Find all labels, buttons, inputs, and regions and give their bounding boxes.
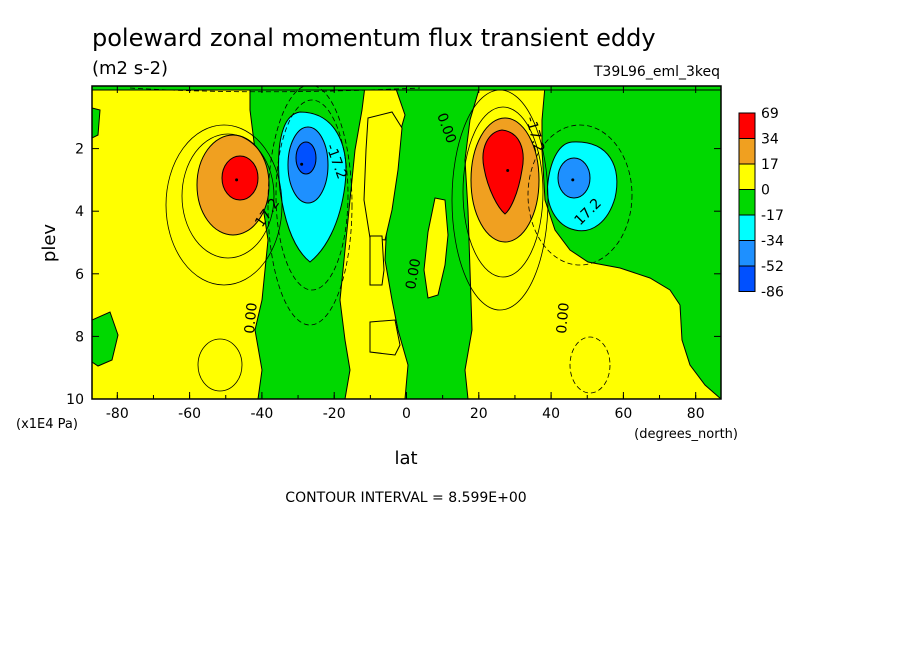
chart-title: poleward zonal momentum flux transient e… — [92, 24, 656, 52]
colorbar-swatch — [738, 163, 756, 190]
negative-region — [92, 311, 119, 367]
positive-island — [423, 197, 449, 299]
y-tick-label: 6 — [75, 267, 84, 283]
colorbar-swatch — [738, 112, 756, 139]
x-tick-label: 80 — [687, 406, 705, 422]
colorbar-label: 0 — [761, 183, 770, 199]
y-axis-label: plev — [39, 224, 60, 263]
y-axis-units: (x1E4 Pa) — [16, 417, 78, 432]
colorbar-swatch — [738, 214, 756, 241]
colorbar: 69 34 17 0 -17 -34 -52 -86 — [738, 106, 784, 301]
contour-label: 0.00 — [403, 257, 424, 290]
x-tick-label: 0 — [402, 406, 411, 422]
x-tick-label: 20 — [470, 406, 488, 422]
x-axis-ticks: -80 -60 -40 -20 0 20 40 60 80 — [106, 86, 705, 422]
positive-island — [363, 111, 403, 241]
x-tick-label: -80 — [106, 406, 129, 422]
maximum-marker — [506, 169, 510, 173]
contour-field — [92, 86, 721, 399]
minimum-marker — [571, 178, 575, 182]
x-tick-label: 40 — [542, 406, 560, 422]
x-axis-label: lat — [394, 448, 417, 469]
negative-contour-lines — [129, 86, 633, 394]
contour-label: 0.00 — [242, 302, 261, 334]
negative-region — [92, 107, 101, 139]
x-tick-label: -60 — [178, 406, 201, 422]
positive-island — [369, 235, 385, 286]
colorbar-swatch — [738, 240, 756, 267]
colorbar-label: -34 — [761, 234, 784, 250]
colorbar-label: -86 — [761, 285, 784, 301]
colorbar-swatch — [738, 138, 756, 165]
dataset-label: T39L96_eml_3keq — [593, 64, 720, 80]
maximum-marker — [235, 178, 239, 182]
colorbar-label: 69 — [761, 106, 779, 122]
colorbar-label: -52 — [761, 259, 784, 275]
negative-core — [557, 157, 591, 199]
y-axis-ticks: 2 4 6 8 10 — [66, 142, 721, 408]
colorbar-swatch — [738, 189, 756, 216]
positive-core — [221, 155, 259, 201]
positive-island — [369, 319, 401, 356]
colorbar-label: 34 — [761, 132, 779, 148]
x-axis-units: (degrees_north) — [634, 427, 738, 442]
y-tick-label: 2 — [75, 142, 84, 158]
minimum-marker — [300, 162, 304, 166]
x-tick-label: -20 — [323, 406, 346, 422]
contour-label: 0.00 — [554, 302, 573, 334]
y-tick-label: 4 — [75, 204, 84, 220]
y-tick-label: 10 — [66, 392, 84, 408]
negative-core — [295, 141, 317, 175]
y-tick-label: 8 — [75, 329, 84, 345]
colorbar-label: -17 — [761, 208, 784, 224]
colorbar-label: 17 — [761, 157, 779, 173]
colorbar-swatch — [738, 265, 756, 292]
contour-lines — [165, 89, 549, 392]
positive-core — [482, 129, 524, 215]
units-label: (m2 s-2) — [92, 58, 168, 79]
x-tick-label: 60 — [614, 406, 632, 422]
contour-interval-note: CONTOUR INTERVAL = 8.599E+00 — [285, 490, 526, 506]
x-tick-label: -40 — [250, 406, 273, 422]
